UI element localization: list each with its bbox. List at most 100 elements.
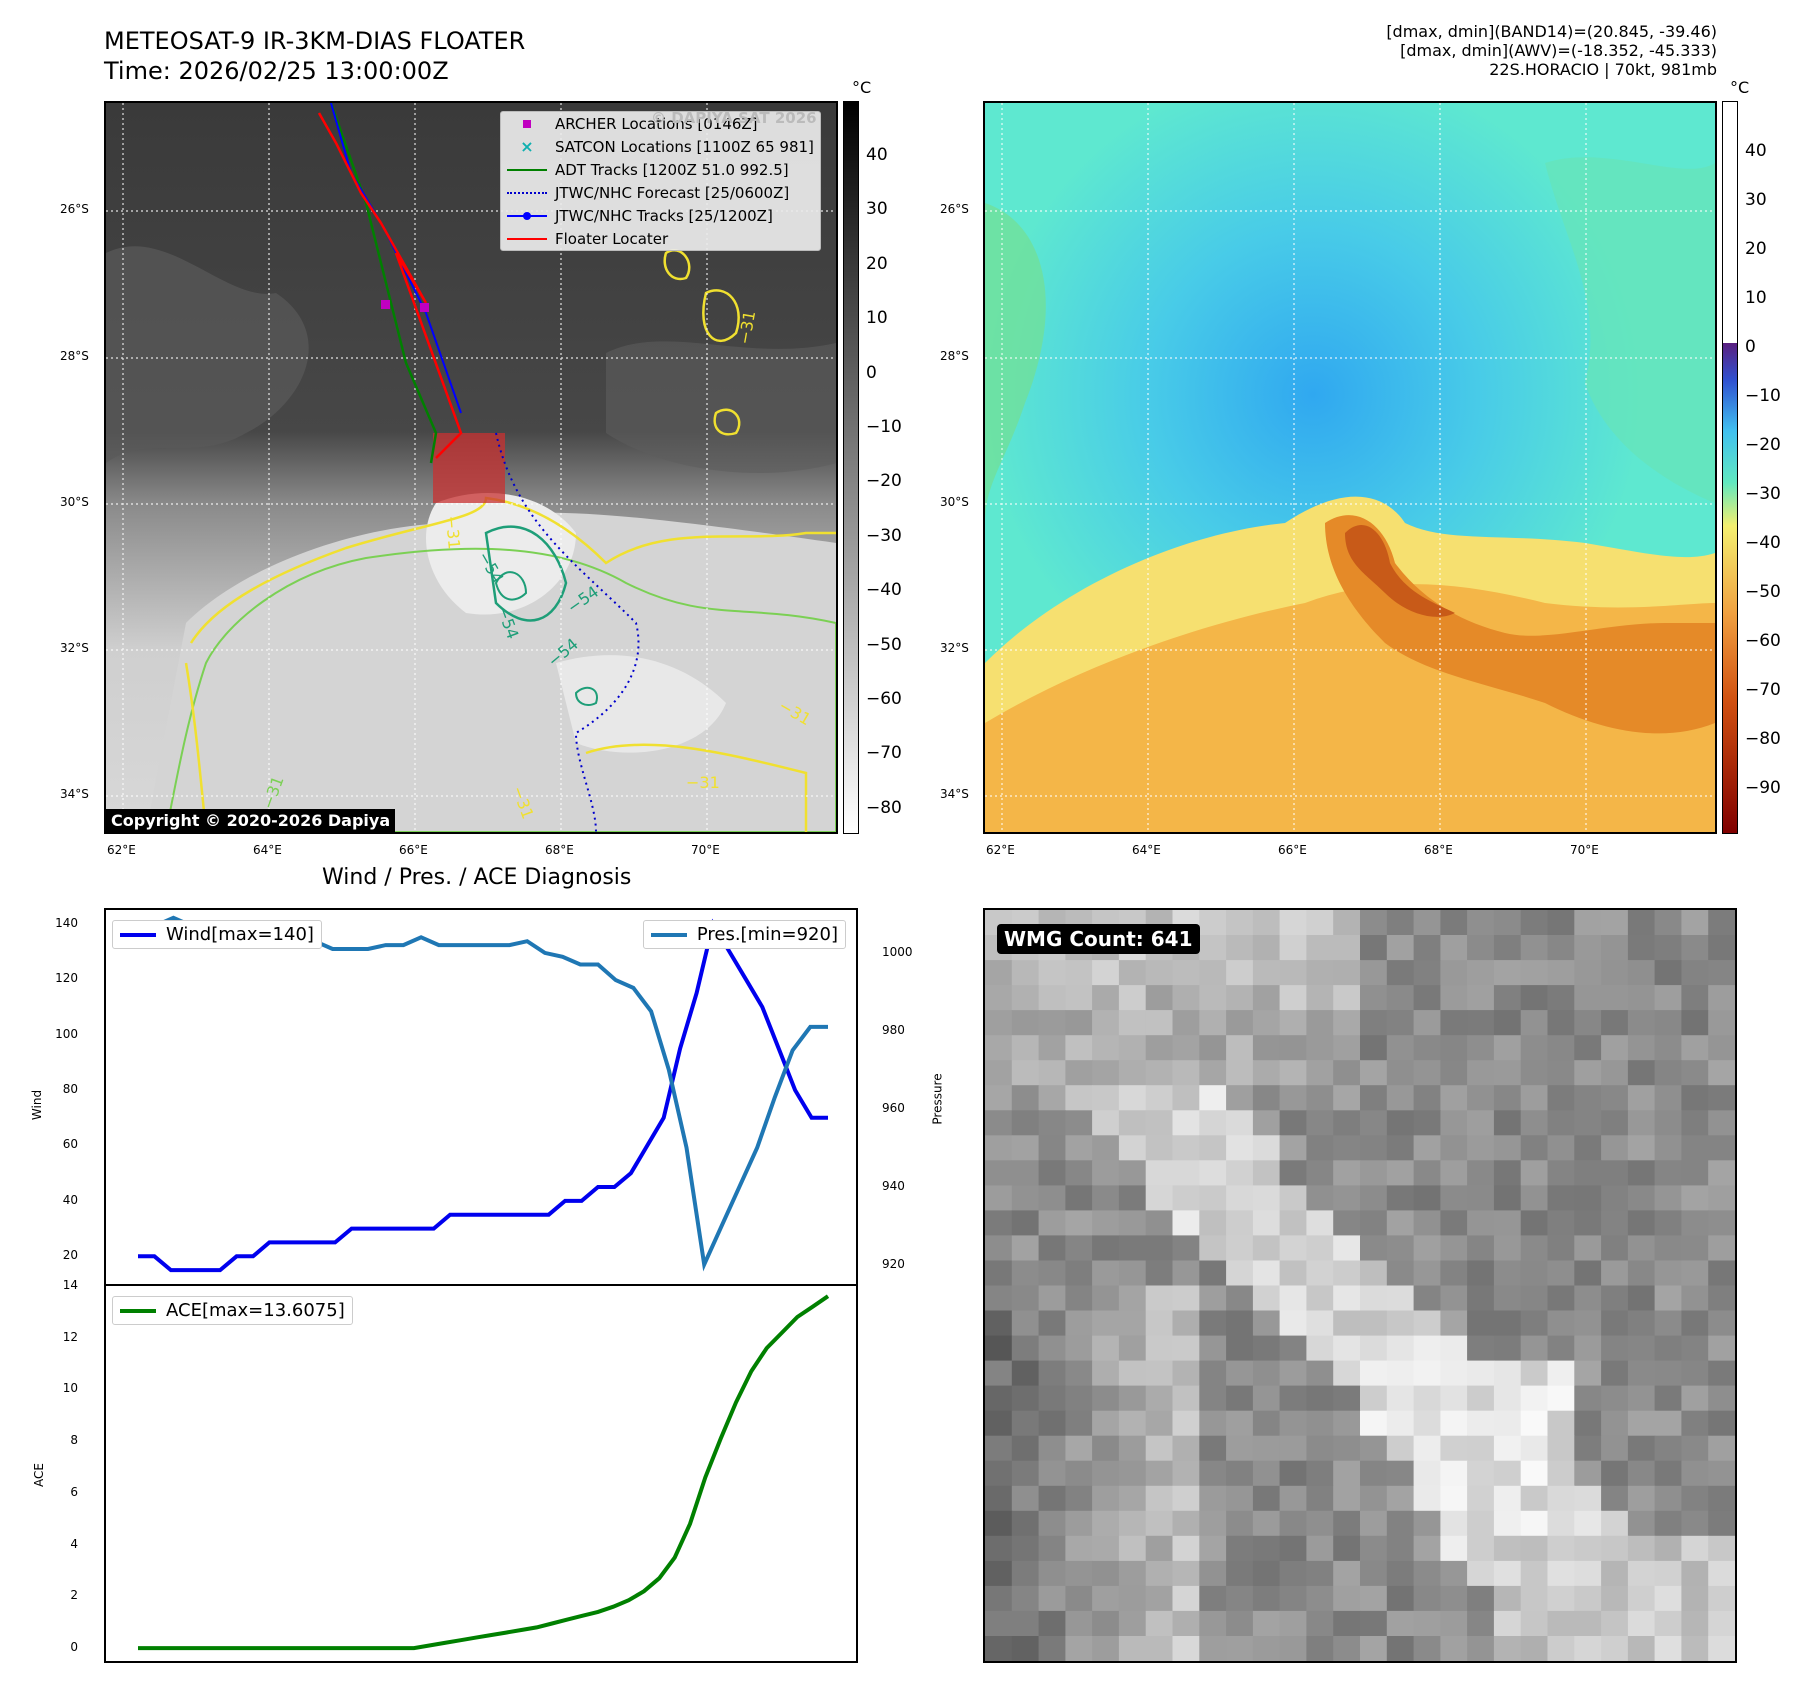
axis-tick: 940 — [882, 1178, 905, 1193]
axis-tick: 20 — [62, 1248, 78, 1263]
axis-tick: 4 — [70, 1536, 78, 1551]
lat-tick: 30°S — [940, 495, 969, 509]
lon-tick: 66°E — [1278, 843, 1307, 857]
wmg-panel[interactable]: WMG Count: 641 — [983, 908, 1737, 1663]
axis-tick: 2 — [70, 1588, 78, 1603]
awv-map-image — [985, 103, 1715, 832]
ace-panel[interactable]: ACE[max=13.6075] — [104, 1284, 858, 1663]
wmg-count-label: WMG Count: 641 — [997, 924, 1200, 954]
archer-location — [420, 303, 429, 312]
axis-tick: 980 — [882, 1022, 905, 1037]
band14-range: [dmax, dmin](BAND14)=(20.845, -39.46) — [1386, 22, 1717, 41]
colorbar-tick: 10 — [866, 308, 888, 329]
lon-tick: 64°E — [1132, 843, 1161, 857]
wind-pressure-panel[interactable]: Wind[max=140] Pres.[min=920] — [104, 908, 858, 1286]
lat-tick: 32°S — [940, 641, 969, 655]
wind-axis-label: Wind — [30, 1089, 45, 1121]
axis-tick: 120 — [55, 971, 78, 986]
watermark: © DAPIYA SAT 2026 — [651, 109, 817, 127]
colorbar-tick: −10 — [1745, 386, 1781, 406]
lat-tick: 34°S — [60, 787, 89, 801]
floater-box — [433, 433, 505, 503]
title-line-2: Time: 2026/02/25 13:00:00Z — [104, 57, 449, 85]
axis-tick: 960 — [882, 1100, 905, 1115]
lat-tick: 32°S — [60, 641, 89, 655]
ace-series-line — [138, 1294, 830, 1651]
lat-tick: 28°S — [60, 349, 89, 363]
colorbar-tick: −40 — [1745, 533, 1781, 553]
axis-tick: 40 — [62, 1192, 78, 1207]
awv-range: [dmax, dmin](AWV)=(-18.352, -45.333) — [1400, 41, 1717, 60]
axis-tick: 14 — [62, 1278, 78, 1292]
axis-tick: 0 — [70, 1640, 78, 1655]
ir-colorbar-unit: °C — [852, 78, 872, 97]
colorbar-tick: −60 — [1745, 631, 1781, 651]
axis-tick: 60 — [62, 1137, 78, 1152]
colorbar-tick: 20 — [1745, 239, 1767, 259]
legend-jtwc-forecast: JTWC/NHC Forecast [25/0600Z] — [501, 181, 820, 204]
colorbar-tick: 40 — [1745, 141, 1767, 161]
ir-legend: ARCHER Locations [0146Z] × SATCON Locatio… — [500, 111, 821, 251]
chart-title: METEOSAT-9 IR-3KM-DIAS FLOATER Time: 202… — [104, 26, 525, 86]
lat-tick: 30°S — [60, 495, 89, 509]
axis-tick: 10 — [62, 1381, 78, 1396]
storm-info: 22S.HORACIO | 70kt, 981mb — [1489, 60, 1717, 79]
contour-label: −31 — [441, 514, 464, 551]
lon-tick: 68°E — [545, 843, 574, 857]
colorbar-tick: −70 — [866, 743, 902, 764]
floater-locater-track — [317, 112, 463, 459]
axis-tick: 12 — [62, 1329, 78, 1344]
colorbar-tick: 40 — [866, 145, 888, 165]
axis-tick: 100 — [55, 1026, 78, 1041]
colorbar-tick: 20 — [866, 253, 888, 274]
colorbar-tick: 30 — [1745, 190, 1767, 210]
legend-floater: Floater Locater — [501, 227, 820, 250]
ir-map-panel[interactable]: ARCHER Locations [0146Z] × SATCON Locatio… — [104, 101, 838, 834]
lon-tick: 66°E — [399, 843, 428, 857]
lat-tick: 26°S — [940, 202, 969, 216]
colorbar-tick: 10 — [1745, 288, 1767, 308]
awv-colorbar — [1722, 101, 1738, 834]
legend-jtwc-tracks: JTWC/NHC Tracks [25/1200Z] — [501, 204, 820, 227]
lon-tick: 68°E — [1424, 843, 1453, 857]
title-line-1: METEOSAT-9 IR-3KM-DIAS FLOATER — [104, 27, 526, 55]
ace-plot — [138, 1294, 830, 1651]
colorbar-tick: −40 — [866, 580, 902, 601]
awv-colorbar-unit: °C — [1730, 78, 1750, 97]
colorbar-tick: −20 — [866, 471, 902, 492]
ace-legend: ACE[max=13.6075] — [112, 1296, 353, 1325]
axis-tick: 140 — [55, 915, 78, 930]
colorbar-tick: −50 — [1745, 582, 1781, 602]
colorbar-tick: −90 — [1745, 778, 1781, 798]
lon-tick: 62°E — [986, 843, 1015, 857]
colorbar-tick: −30 — [1745, 484, 1781, 504]
colorbar-tick: −70 — [1745, 680, 1781, 700]
lon-tick: 70°E — [691, 843, 720, 857]
jtwc-forecast-track — [495, 432, 640, 832]
adt-track — [329, 103, 438, 464]
wmg-image — [985, 910, 1735, 1661]
colorbar-tick: 30 — [866, 199, 888, 220]
header-stats: [dmax, dmin](BAND14)=(20.845, -39.46) [d… — [1386, 22, 1717, 79]
axis-tick: 6 — [70, 1484, 78, 1499]
diagnosis-title: Wind / Pres. / ACE Diagnosis — [322, 865, 632, 890]
colorbar-tick: −80 — [1745, 729, 1781, 749]
axis-tick: 80 — [62, 1082, 78, 1097]
legend-satcon: × SATCON Locations [1100Z 65 981] — [520, 136, 814, 156]
awv-map-panel[interactable] — [983, 101, 1717, 834]
colorbar-tick: −10 — [866, 417, 902, 437]
colorbar-tick: −20 — [1745, 435, 1781, 455]
axis-tick: 1000 — [882, 944, 913, 959]
lon-tick: 70°E — [1570, 843, 1599, 857]
axis-tick: 920 — [882, 1256, 905, 1271]
lon-tick: 64°E — [253, 843, 282, 857]
legend-adt: ADT Tracks [1200Z 51.0 992.5] — [501, 158, 820, 181]
wind-legend: Wind[max=140] — [112, 920, 322, 949]
lat-tick: 26°S — [60, 202, 89, 216]
lon-tick: 62°E — [107, 843, 136, 857]
archer-location — [381, 300, 390, 309]
colorbar-tick: −60 — [866, 689, 902, 709]
lat-tick: 28°S — [940, 349, 969, 363]
colorbar-tick: −30 — [866, 525, 902, 546]
legend-archer: ARCHER Locations [0146Z] — [501, 112, 820, 135]
